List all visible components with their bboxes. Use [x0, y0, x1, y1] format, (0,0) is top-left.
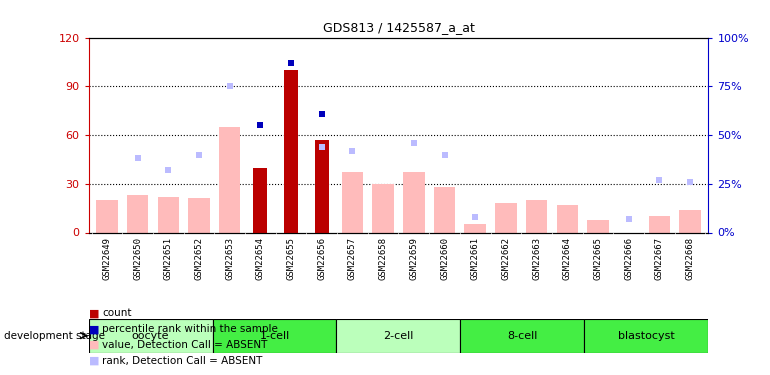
- Text: value, Detection Call = ABSENT: value, Detection Call = ABSENT: [102, 340, 268, 350]
- Bar: [460, 319, 584, 352]
- Bar: [679, 210, 701, 232]
- Point: [316, 111, 328, 117]
- Text: 2-cell: 2-cell: [383, 331, 413, 340]
- Point: [254, 122, 266, 128]
- Bar: [588, 219, 608, 232]
- Bar: [96, 200, 118, 232]
- Point: [346, 148, 359, 154]
- Bar: [189, 198, 209, 232]
- Text: GSM22666: GSM22666: [624, 237, 633, 280]
- Point: [285, 60, 297, 66]
- Text: GSM22650: GSM22650: [133, 237, 142, 280]
- Text: ■: ■: [89, 324, 99, 334]
- Point: [132, 155, 144, 161]
- Text: GSM22668: GSM22668: [685, 237, 695, 280]
- Text: GSM22665: GSM22665: [594, 237, 602, 280]
- Bar: [158, 197, 179, 232]
- Text: GSM22667: GSM22667: [654, 237, 664, 280]
- Text: GSM22657: GSM22657: [348, 237, 357, 280]
- Text: GSM22655: GSM22655: [286, 237, 296, 280]
- Text: ■: ■: [89, 356, 99, 366]
- Bar: [403, 172, 424, 232]
- Text: GSM22653: GSM22653: [225, 237, 234, 280]
- Bar: [127, 195, 149, 232]
- Text: blastocyst: blastocyst: [618, 331, 675, 340]
- Text: 1-cell: 1-cell: [259, 331, 290, 340]
- Text: GSM22662: GSM22662: [501, 237, 511, 280]
- Point: [438, 152, 450, 157]
- Point: [407, 140, 420, 146]
- Text: GSM22661: GSM22661: [470, 237, 480, 280]
- Point: [469, 214, 481, 220]
- Bar: [315, 140, 329, 232]
- Bar: [557, 205, 578, 232]
- Text: 8-cell: 8-cell: [507, 331, 537, 340]
- Bar: [648, 216, 670, 232]
- Bar: [434, 187, 455, 232]
- Text: oocyte: oocyte: [132, 331, 169, 340]
- Text: GSM22659: GSM22659: [410, 237, 418, 280]
- Point: [653, 177, 665, 183]
- Text: percentile rank within the sample: percentile rank within the sample: [102, 324, 278, 334]
- Text: GSM22651: GSM22651: [164, 237, 172, 280]
- Text: GSM22663: GSM22663: [532, 237, 541, 280]
- Bar: [336, 319, 460, 352]
- Bar: [584, 319, 708, 352]
- Point: [223, 83, 236, 89]
- Text: GSM22664: GSM22664: [563, 237, 572, 280]
- Bar: [284, 70, 298, 232]
- Text: rank, Detection Call = ABSENT: rank, Detection Call = ABSENT: [102, 356, 263, 366]
- Point: [162, 167, 175, 173]
- Text: GDS813 / 1425587_a_at: GDS813 / 1425587_a_at: [323, 21, 474, 34]
- Text: ■: ■: [89, 340, 99, 350]
- Bar: [342, 172, 363, 232]
- Point: [684, 179, 696, 185]
- Text: GSM22652: GSM22652: [195, 237, 203, 280]
- Text: GSM22656: GSM22656: [317, 237, 326, 280]
- Text: development stage: development stage: [4, 331, 105, 340]
- Text: GSM22649: GSM22649: [102, 237, 112, 280]
- Text: count: count: [102, 309, 132, 318]
- Bar: [213, 319, 336, 352]
- Text: GSM22654: GSM22654: [256, 237, 265, 280]
- Bar: [464, 224, 486, 232]
- Bar: [219, 127, 240, 232]
- Text: GSM22660: GSM22660: [440, 237, 449, 280]
- Bar: [526, 200, 547, 232]
- Bar: [495, 203, 517, 232]
- Bar: [89, 319, 213, 352]
- Text: GSM22658: GSM22658: [379, 237, 387, 280]
- Bar: [253, 168, 267, 232]
- Text: ■: ■: [89, 309, 99, 318]
- Point: [316, 144, 328, 150]
- Bar: [373, 184, 394, 232]
- Point: [192, 152, 205, 157]
- Point: [622, 216, 634, 222]
